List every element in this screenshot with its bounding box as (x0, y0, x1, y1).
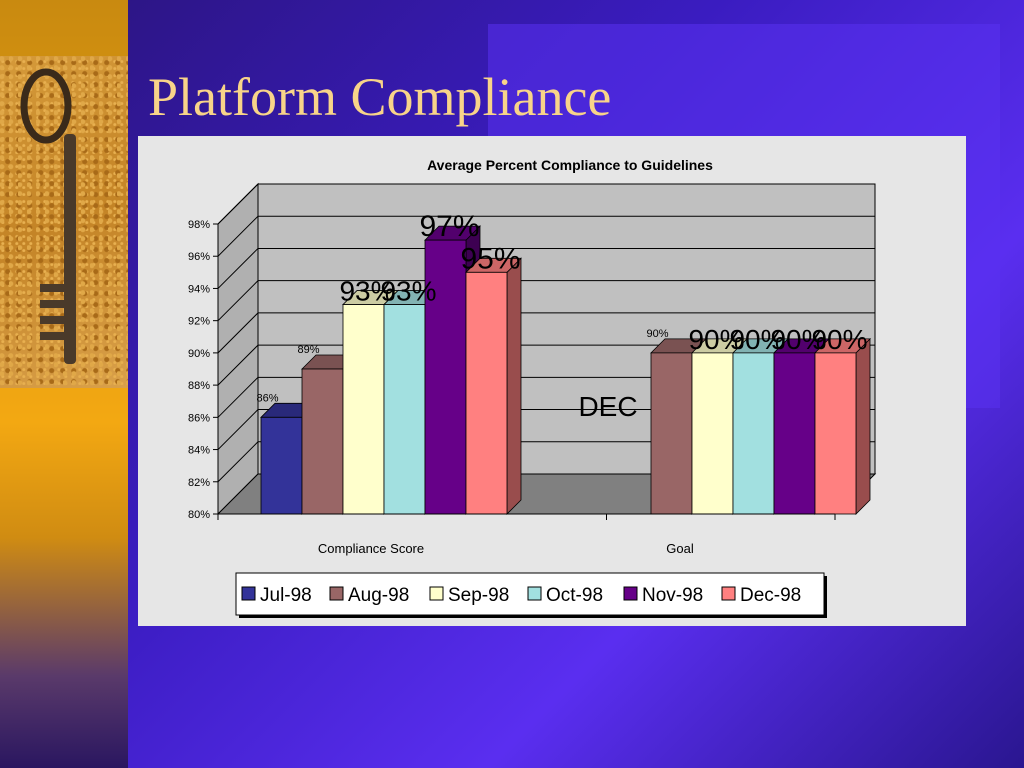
bar-side (506, 257, 522, 515)
bar-front (260, 416, 303, 515)
compliance-chart: Average Percent Compliance to Guidelines… (188, 157, 877, 618)
legend-label: Aug-98 (348, 585, 409, 606)
data-label: 93% (339, 276, 395, 307)
y-tick-label: 88% (188, 380, 210, 392)
bar-front (342, 304, 385, 515)
bar-front (650, 352, 693, 515)
annotation-dec: DEC (578, 391, 637, 422)
legend-swatch (721, 586, 736, 601)
key-icon (20, 68, 76, 364)
y-tick-label: 82% (188, 477, 210, 489)
bar-front (465, 271, 508, 515)
y-tick-label: 84% (188, 445, 210, 457)
data-label: 90% (729, 324, 785, 355)
gridline (217, 247, 875, 289)
y-tick-label: 94% (188, 283, 210, 295)
chart-legend: Jul-98 Aug-98 Sep-98 Oct-98 Nov-98 Dec-98 (235, 572, 827, 618)
legend-swatch (527, 586, 542, 601)
data-label: 90% (811, 324, 867, 355)
y-tick-label: 98% (188, 219, 210, 231)
bar-front (424, 239, 467, 515)
bar-front (301, 368, 344, 515)
legend-swatch (623, 586, 638, 601)
legend-swatch (429, 586, 444, 601)
gridline (217, 280, 875, 322)
chart-bars (260, 225, 871, 515)
data-label: 89% (297, 344, 319, 356)
slide-title: Platform Compliance (148, 67, 612, 127)
data-labels: 86%89%93%93%97%95%90% 90%90%90%90% (256, 210, 867, 404)
bar-front (383, 304, 426, 515)
y-axis: 80% 82% 84% 86% 88% 90% 92% 94% 96% 98% (188, 219, 219, 521)
x-category-label: Compliance Score (318, 541, 424, 556)
data-label: 86% (256, 392, 278, 404)
data-label: 93% (380, 276, 436, 307)
bar-dec-98-score (465, 257, 522, 515)
bar-dec-98-goal (814, 337, 871, 515)
legend-label: Jul-98 (260, 585, 312, 606)
data-label: 90% (646, 328, 668, 340)
y-tick-label: 86% (188, 412, 210, 424)
y-tick-label: 96% (188, 251, 210, 263)
x-axis: Compliance Score Goal (217, 513, 836, 556)
y-tick-label: 90% (188, 348, 210, 360)
legend-label: Nov-98 (642, 585, 703, 606)
gridline (217, 312, 875, 354)
data-label: 90% (770, 324, 826, 355)
x-category-label: Goal (666, 541, 694, 556)
gridline (217, 215, 875, 257)
legend-label: Dec-98 (740, 585, 801, 606)
side-wall (217, 182, 259, 516)
chart-title: Average Percent Compliance to Guidelines (427, 157, 713, 173)
key-photo (0, 56, 128, 388)
legend-swatch (329, 586, 344, 601)
data-label: 90% (688, 324, 744, 355)
legend-label: Sep-98 (448, 585, 509, 606)
y-tick-label: 80% (188, 509, 210, 521)
legend-label: Oct-98 (546, 585, 603, 606)
gridline (217, 183, 875, 225)
data-label: 97% (419, 210, 479, 243)
chart-area: Average Percent Compliance to Guidelines… (138, 136, 966, 626)
bar-front (773, 352, 816, 515)
bar-front (691, 352, 734, 515)
y-tick-label: 92% (188, 316, 210, 328)
bar-front (814, 352, 857, 515)
legend-swatch (241, 586, 256, 601)
bar-front (732, 352, 775, 515)
data-label: 95% (460, 242, 520, 275)
bar-side (855, 337, 871, 515)
